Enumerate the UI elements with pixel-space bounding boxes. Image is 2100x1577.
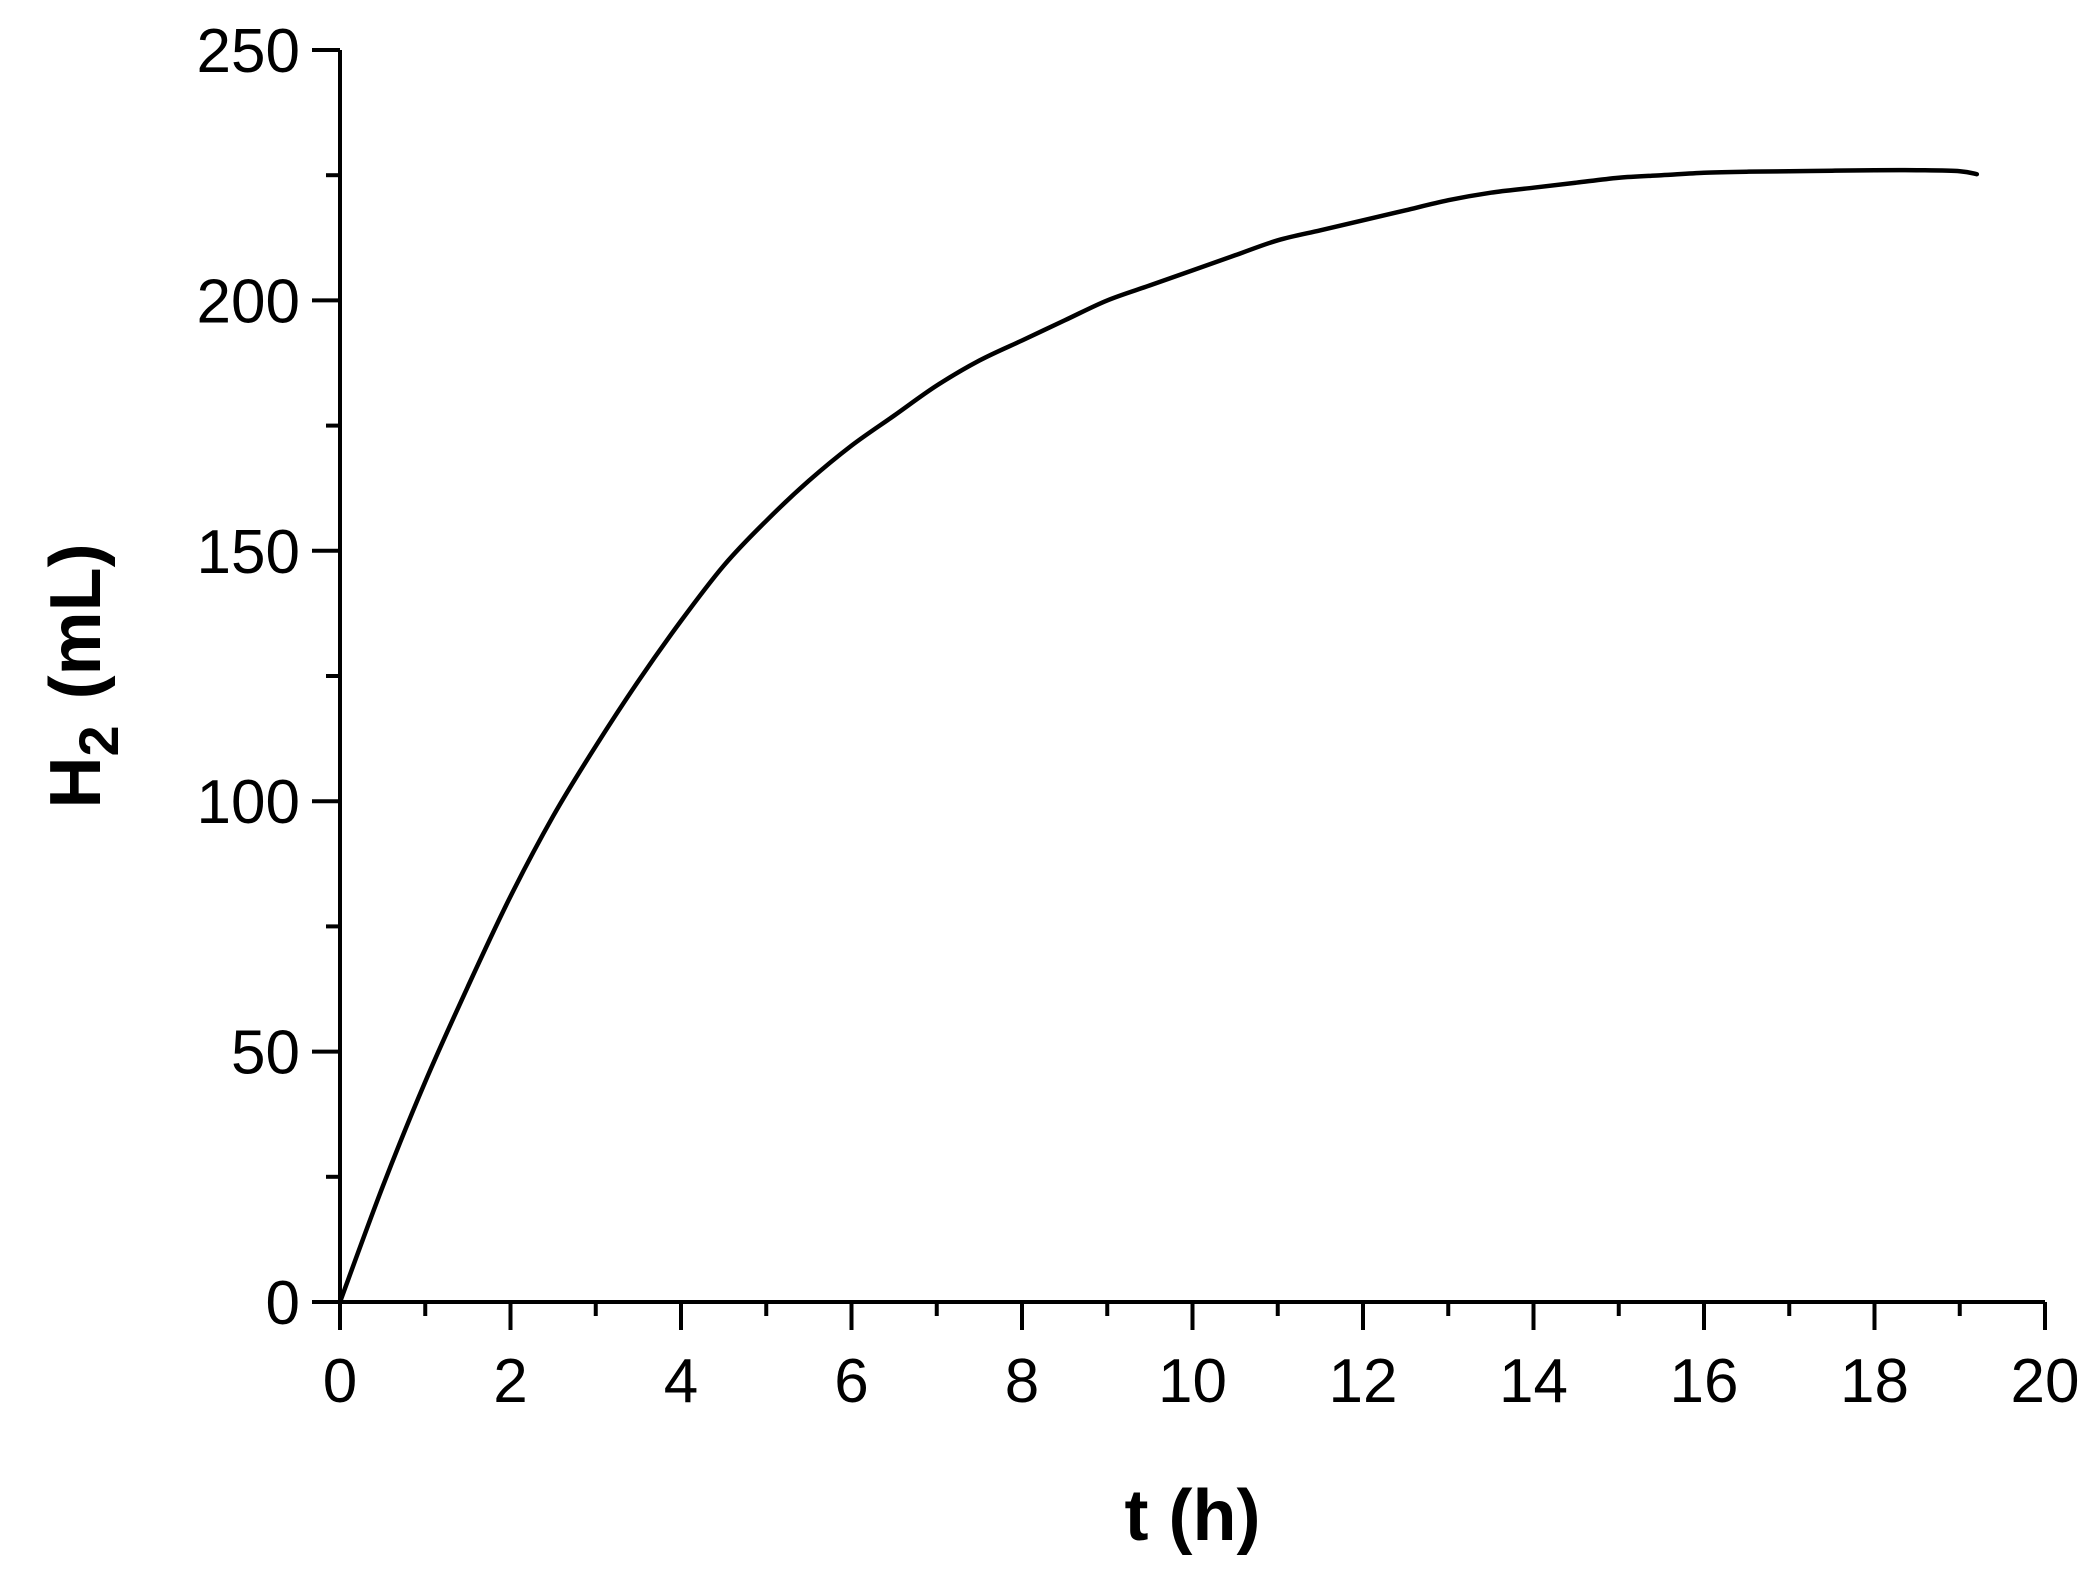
y-axis-title: H2 (mL) bbox=[36, 543, 130, 808]
x-tick-label: 4 bbox=[664, 1347, 698, 1416]
x-tick-label: 2 bbox=[493, 1347, 527, 1416]
x-tick-label: 0 bbox=[323, 1347, 357, 1416]
x-axis-ticks: 0 2 4 6 8 10 12 14 16 18 20 bbox=[323, 1302, 2080, 1416]
series-line bbox=[337, 167, 1980, 1305]
y-tick-label: 0 bbox=[266, 1269, 300, 1338]
y-axis-title-unit: (mL) bbox=[36, 543, 116, 699]
x-tick-label: 10 bbox=[1158, 1347, 1227, 1416]
y-axis-title-subscript: 2 bbox=[67, 725, 130, 756]
x-tick-label: 6 bbox=[834, 1347, 868, 1416]
x-tick-label: 20 bbox=[2011, 1347, 2080, 1416]
x-tick-label: 16 bbox=[1670, 1347, 1739, 1416]
x-tick-label: 14 bbox=[1499, 1347, 1568, 1416]
x-axis-title: t (h) bbox=[1125, 1476, 1261, 1556]
y-axis-title-main: H bbox=[36, 757, 116, 809]
y-tick-label: 150 bbox=[197, 518, 300, 587]
y-tick-label: 200 bbox=[197, 267, 300, 336]
x-tick-label: 8 bbox=[1005, 1347, 1039, 1416]
y-tick-label: 50 bbox=[231, 1019, 300, 1088]
y-tick-label: 100 bbox=[197, 768, 300, 837]
y-tick-label: 250 bbox=[197, 17, 300, 86]
y-axis-ticks: 0 50 100 150 200 250 bbox=[197, 17, 340, 1338]
x-tick-label: 18 bbox=[1840, 1347, 1909, 1416]
x-tick-label: 12 bbox=[1329, 1347, 1398, 1416]
